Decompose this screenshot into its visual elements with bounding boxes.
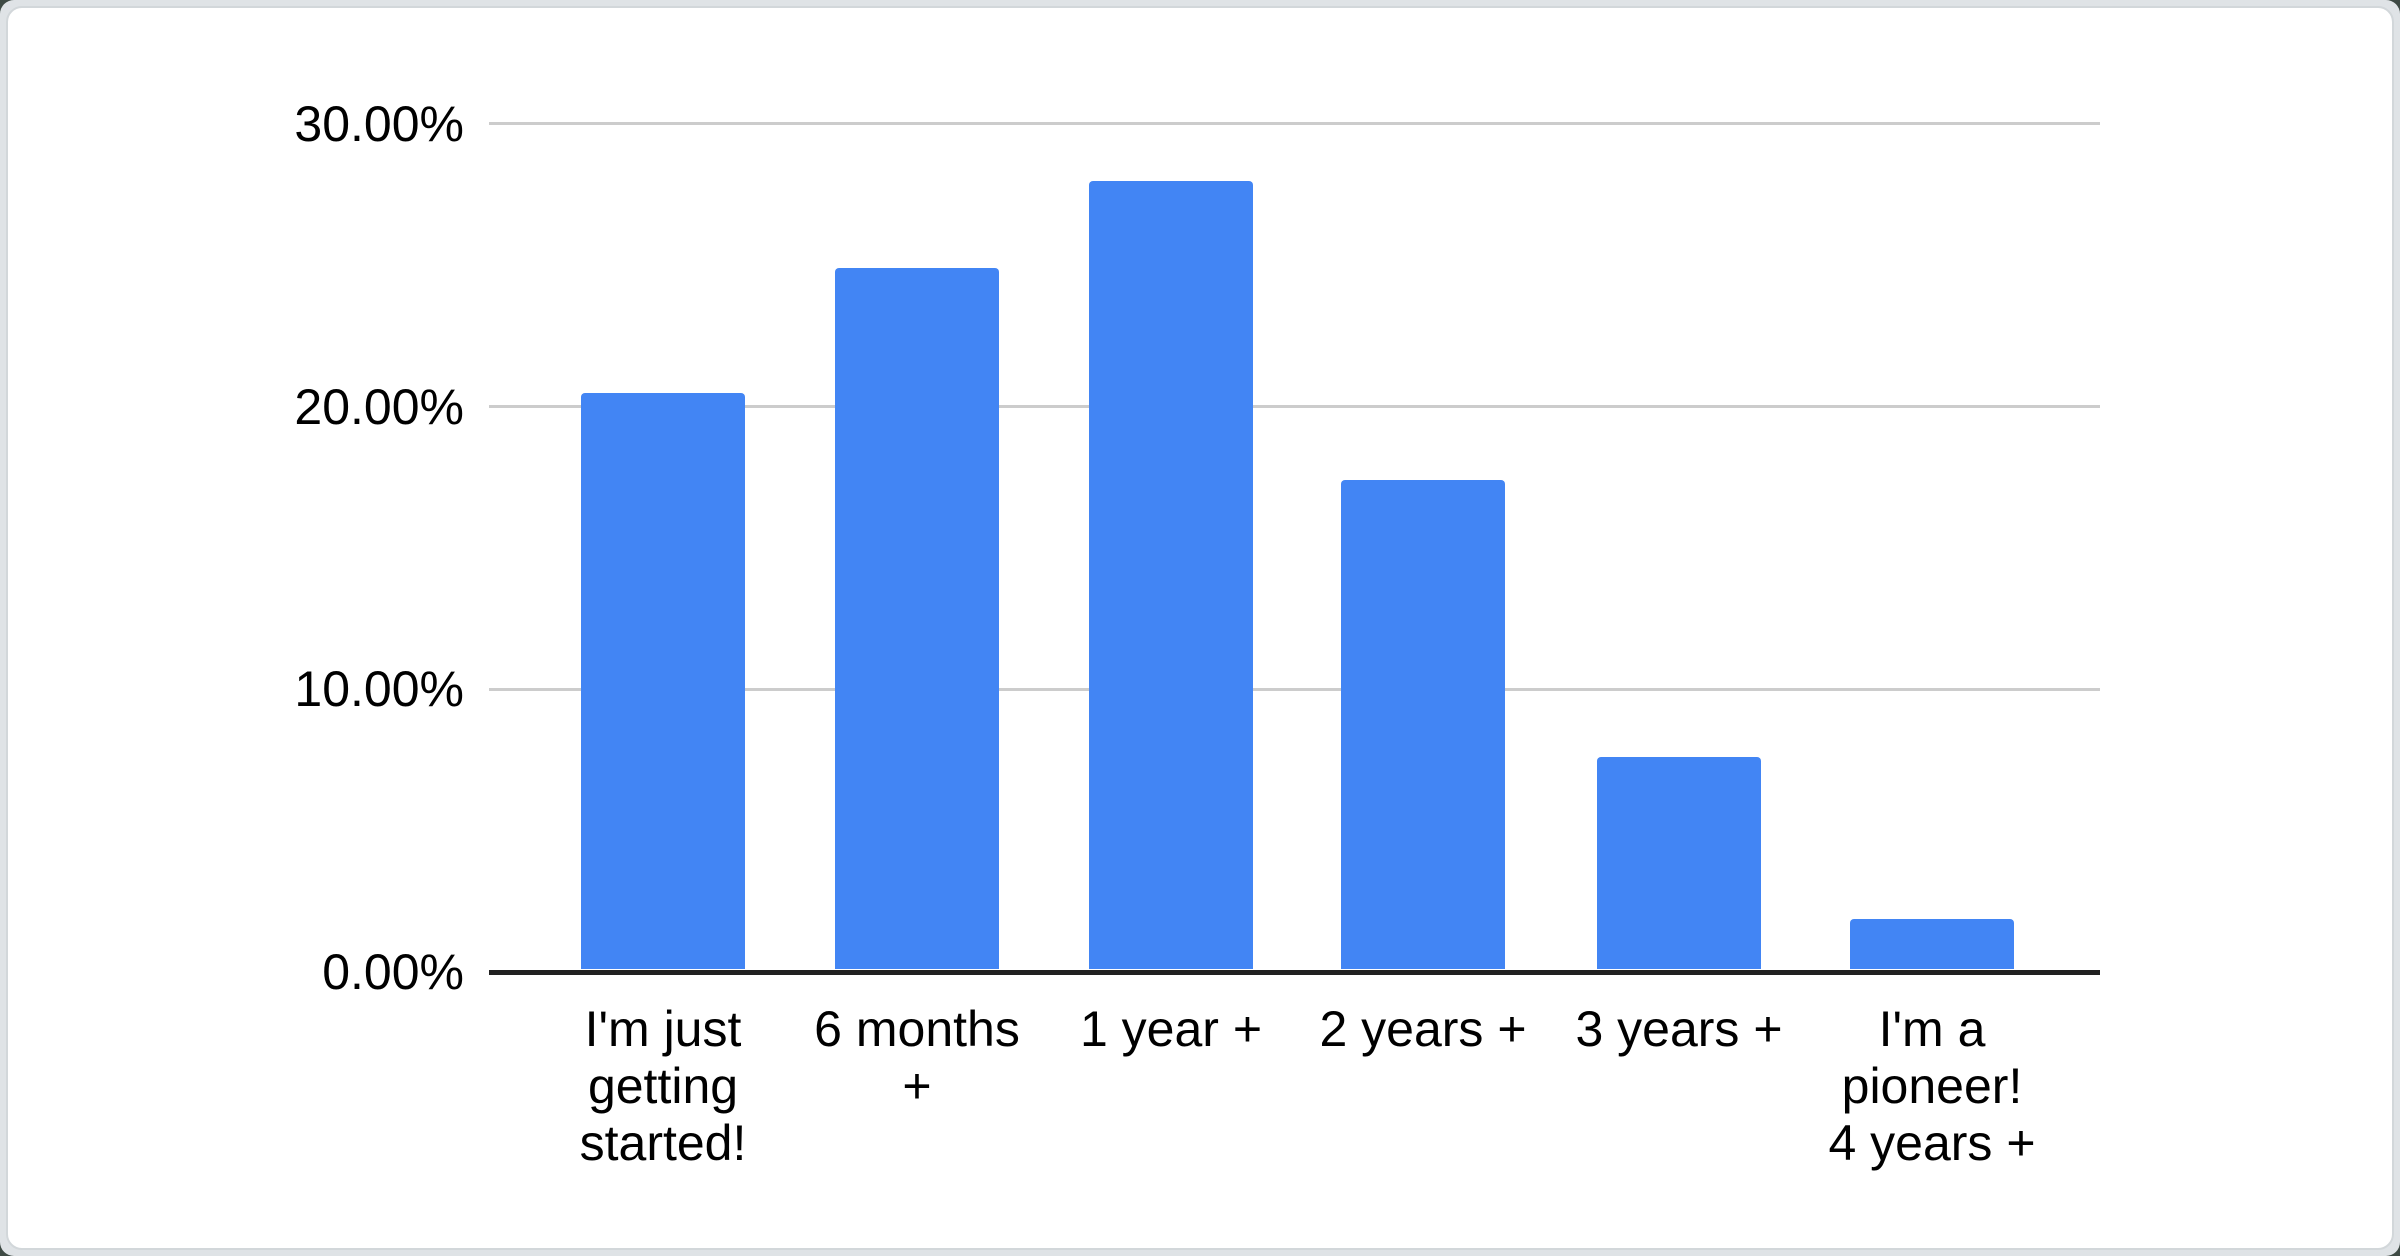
x-tick-label: 1 year + xyxy=(1079,1001,1263,1057)
gridline-30pct xyxy=(489,122,2100,126)
bar-6[interactable] xyxy=(1850,918,2014,970)
bar-2[interactable] xyxy=(835,268,999,970)
gridline-10pct xyxy=(489,687,2100,691)
x-tick-label: 2 years + xyxy=(1319,1001,1527,1057)
x-axis-line xyxy=(489,969,2100,975)
results-bar-chart: 0.00% 10.00% 20.00% 30.00% I'm just getting… xyxy=(8,8,2392,1248)
x-tick-label: I'm a pioneer! 4 years + xyxy=(1828,1001,2036,1171)
bar-1[interactable] xyxy=(581,392,745,970)
bar-5[interactable] xyxy=(1597,757,1761,970)
chart-card: 0.00% 10.00% 20.00% 30.00% I'm just getting… xyxy=(6,6,2394,1250)
gridline-20pct xyxy=(489,405,2100,409)
y-tick-label: 20.00% xyxy=(294,378,464,435)
y-tick-label: 0.00% xyxy=(322,944,464,1000)
x-tick-label: 3 years + xyxy=(1575,1001,1783,1057)
x-tick-label: 6 months + xyxy=(814,1001,1020,1114)
bar-3[interactable] xyxy=(1089,180,1253,970)
y-tick-label: 10.00% xyxy=(294,661,464,718)
bar-4[interactable] xyxy=(1341,480,1505,970)
x-tick-label: I'm just getting started! xyxy=(579,1001,747,1171)
y-tick-label: 30.00% xyxy=(294,95,464,152)
